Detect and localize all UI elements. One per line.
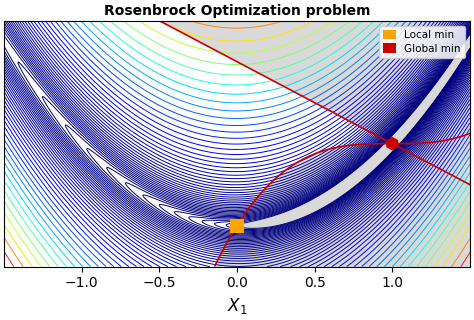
Point <box>388 141 396 146</box>
Title: Rosenbrock Optimization problem: Rosenbrock Optimization problem <box>104 4 370 18</box>
X-axis label: $X_1$: $X_1$ <box>227 296 247 316</box>
Point <box>233 223 241 228</box>
Legend: Local min, Global min: Local min, Global min <box>379 26 465 58</box>
